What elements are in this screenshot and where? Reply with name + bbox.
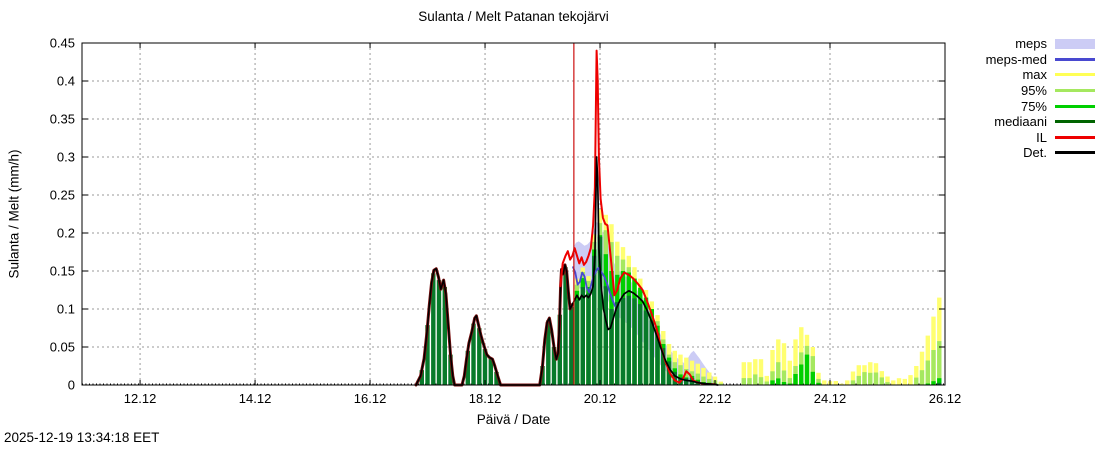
legend-item-il: IL <box>986 130 1095 146</box>
legend-item-meps: meps <box>986 36 1095 52</box>
legend-label: IL <box>1036 129 1047 145</box>
y-tick-label: 0.45 <box>50 36 75 51</box>
x-tick-label: 26.12 <box>929 391 962 406</box>
history-outline-black <box>415 264 574 386</box>
legend-label: mediaani <box>994 114 1047 130</box>
y-axis-label: Sulanta / Melt (mm/h) <box>6 149 22 279</box>
legend-item-95-: 95% <box>986 83 1095 99</box>
il-line <box>559 49 716 386</box>
det-line <box>571 156 719 386</box>
legend-item-mediaani: mediaani <box>986 114 1095 130</box>
legend-item-max: max <box>986 67 1095 83</box>
legend-label: 75% <box>1020 98 1047 114</box>
axis-ticks <box>82 42 946 386</box>
x-axis-label: Päivä / Date <box>476 412 551 427</box>
legend-swatch-line <box>1055 89 1095 93</box>
legend-swatch-line <box>1055 57 1095 61</box>
generation-timestamp: 2025-12-19 13:34:18 EET <box>4 430 160 445</box>
x-tick-label: 14.12 <box>239 391 272 406</box>
legend-label: 95% <box>1020 83 1047 99</box>
y-tick-label: 0.2 <box>57 226 75 241</box>
legend: meps meps-med max 95% 75% mediaani IL Det. <box>986 36 1095 161</box>
legend-swatch-line <box>1055 120 1095 124</box>
tick-labels: 12.12 14.12 16.12 18.12 20.12 22.12 24.12 26.12… <box>50 36 962 407</box>
chart-title: Sulanta / Melt Patanan tekojärvi <box>418 9 609 24</box>
legend-label: meps <box>1015 36 1047 52</box>
legend-label: meps-med <box>985 51 1047 67</box>
x-tick-label: 12.12 <box>124 391 157 406</box>
plot-border <box>81 42 946 386</box>
y-tick-label: 0.15 <box>50 264 75 279</box>
meps-band <box>573 222 718 385</box>
x-tick-label: 24.12 <box>814 391 847 406</box>
x-tick-label: 20.12 <box>584 391 617 406</box>
legend-swatch-band <box>1055 38 1095 49</box>
y-tick-label: 0.25 <box>50 188 75 203</box>
legend-label: max <box>1022 67 1047 83</box>
y-tick-label: 0.1 <box>57 302 75 317</box>
legend-item-det-: Det. <box>986 145 1095 161</box>
legend-item-meps-med: meps-med <box>986 52 1095 68</box>
y-tick-label: 0.05 <box>50 340 75 355</box>
y-tick-label: 0.3 <box>57 150 75 165</box>
y-tick-label: 0.35 <box>50 112 75 127</box>
x-tick-label: 18.12 <box>469 391 502 406</box>
grid-lines <box>82 43 945 385</box>
legend-label: Det. <box>1023 145 1047 161</box>
legend-swatch-line <box>1055 135 1095 139</box>
y-tick-label: 0.4 <box>57 74 75 89</box>
legend-item-75-: 75% <box>986 98 1095 114</box>
meps-med-line <box>572 266 616 307</box>
legend-swatch-line <box>1055 151 1095 155</box>
legend-swatch-line <box>1055 73 1095 77</box>
legend-swatch-line <box>1055 104 1095 108</box>
x-tick-label: 22.12 <box>699 391 732 406</box>
y-tick-label: 0 <box>68 378 75 393</box>
x-tick-label: 16.12 <box>354 391 387 406</box>
ensemble-bars <box>419 209 942 385</box>
